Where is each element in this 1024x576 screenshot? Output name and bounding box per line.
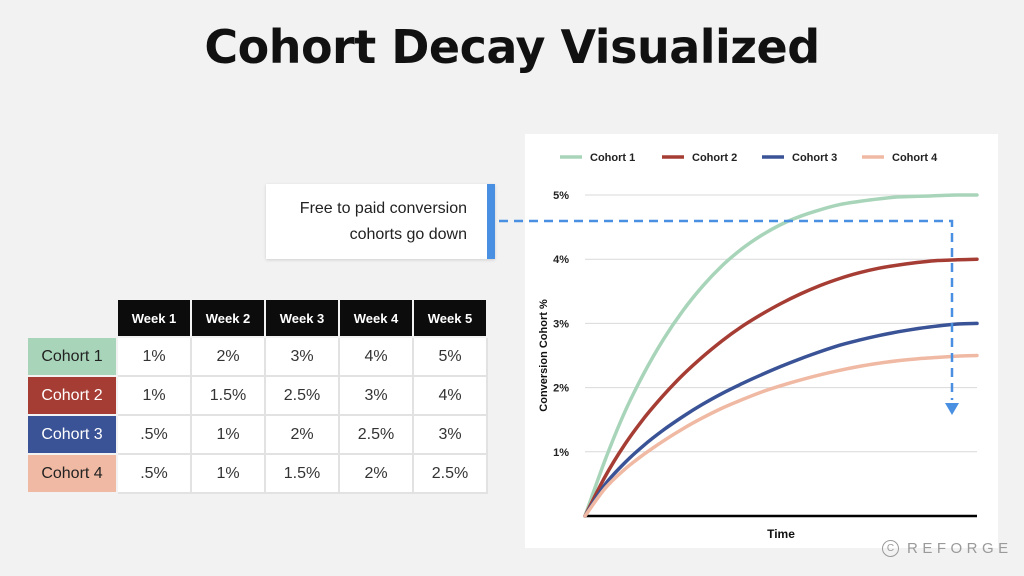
- x-axis-label: Time: [767, 527, 795, 541]
- legend-label-cohort-2: Cohort 2: [692, 152, 737, 164]
- table-body: Cohort 1 1% 2% 3% 4% 5% Cohort 2 1% 1.5% 2.5% 3% 4%…: [26, 336, 488, 494]
- table-cell: 1%: [116, 336, 192, 377]
- table-cell: .5%: [116, 414, 192, 455]
- table-cell: 3%: [264, 336, 340, 377]
- series-line-cohort-1: [583, 193, 979, 518]
- table-cell: 1%: [190, 414, 266, 455]
- table-cell: 2%: [338, 453, 414, 494]
- table-cell: 3%: [412, 414, 488, 455]
- row-label-cohort-4: Cohort 4: [26, 453, 118, 494]
- table-cell: 3%: [338, 375, 414, 416]
- y-tick-label: 4%: [553, 254, 569, 266]
- table-cell: 5%: [412, 336, 488, 377]
- table-cell: 1%: [190, 453, 266, 494]
- column-header-week-2: Week 2: [190, 298, 266, 338]
- y-axis-label: Conversion Cohort %: [538, 299, 550, 412]
- slide-title: Cohort Decay Visualized: [204, 20, 820, 74]
- table-header-row: Week 1 Week 2 Week 3 Week 4 Week 5: [27, 298, 488, 338]
- line-chart: 1% 2% 3% 4% 5% Time Conversion Cohort % Cohort …: [538, 152, 979, 541]
- table-cell: 1.5%: [190, 375, 266, 416]
- column-header-week-5: Week 5: [412, 298, 488, 338]
- table-cell: 1.5%: [264, 453, 340, 494]
- table-row: Cohort 2 1% 1.5% 2.5% 3% 4%: [26, 375, 488, 416]
- table-row: Cohort 1 1% 2% 3% 4% 5%: [26, 336, 488, 377]
- column-header-week-3: Week 3: [264, 298, 340, 338]
- y-tick-label: 5%: [553, 190, 569, 202]
- row-label-cohort-3: Cohort 3: [26, 414, 118, 455]
- table-cell: 4%: [412, 375, 488, 416]
- column-header-week-1: Week 1: [116, 298, 192, 338]
- series-line-cohort-4: [583, 353, 979, 518]
- y-tick-label: 3%: [553, 318, 569, 330]
- table-row: Cohort 4.5% 1% 1.5% 2% 2.5%: [26, 453, 488, 494]
- table-cell: 4%: [338, 336, 414, 377]
- table-cell: 2.5%: [338, 414, 414, 455]
- table-cell: 2.5%: [412, 453, 488, 494]
- table-cell: 1%: [116, 375, 192, 416]
- row-label-cohort-2: Cohort 2: [26, 375, 118, 416]
- y-tick-label: 1%: [553, 447, 569, 459]
- table-cell: 2%: [264, 414, 340, 455]
- copyright-icon: C: [882, 540, 899, 557]
- legend-label-cohort-1: Cohort 1: [590, 152, 635, 164]
- brand-name: REFORGE: [907, 540, 1013, 557]
- y-tick-label: 2%: [553, 383, 569, 395]
- table-row: Cohort 3.5% 1% 2% 2.5% 3%: [26, 414, 488, 455]
- table-cell: 2%: [190, 336, 266, 377]
- table-cell: 2.5%: [264, 375, 340, 416]
- legend-label-cohort-4: Cohort 4: [892, 152, 938, 164]
- callout-box: Free to paid conversion cohorts go down: [266, 184, 495, 259]
- brand-logo: C REFORGE: [882, 540, 1013, 557]
- table-corner: [27, 299, 117, 337]
- table-cell: .5%: [116, 453, 192, 494]
- column-header-week-4: Week 4: [338, 298, 414, 338]
- legend-label-cohort-3: Cohort 3: [792, 152, 837, 164]
- chart-panel: 1% 2% 3% 4% 5% Time Conversion Cohort % Cohort …: [525, 134, 998, 548]
- callout-text: Free to paid conversion cohorts go down: [299, 199, 467, 243]
- row-label-cohort-1: Cohort 1: [26, 336, 118, 377]
